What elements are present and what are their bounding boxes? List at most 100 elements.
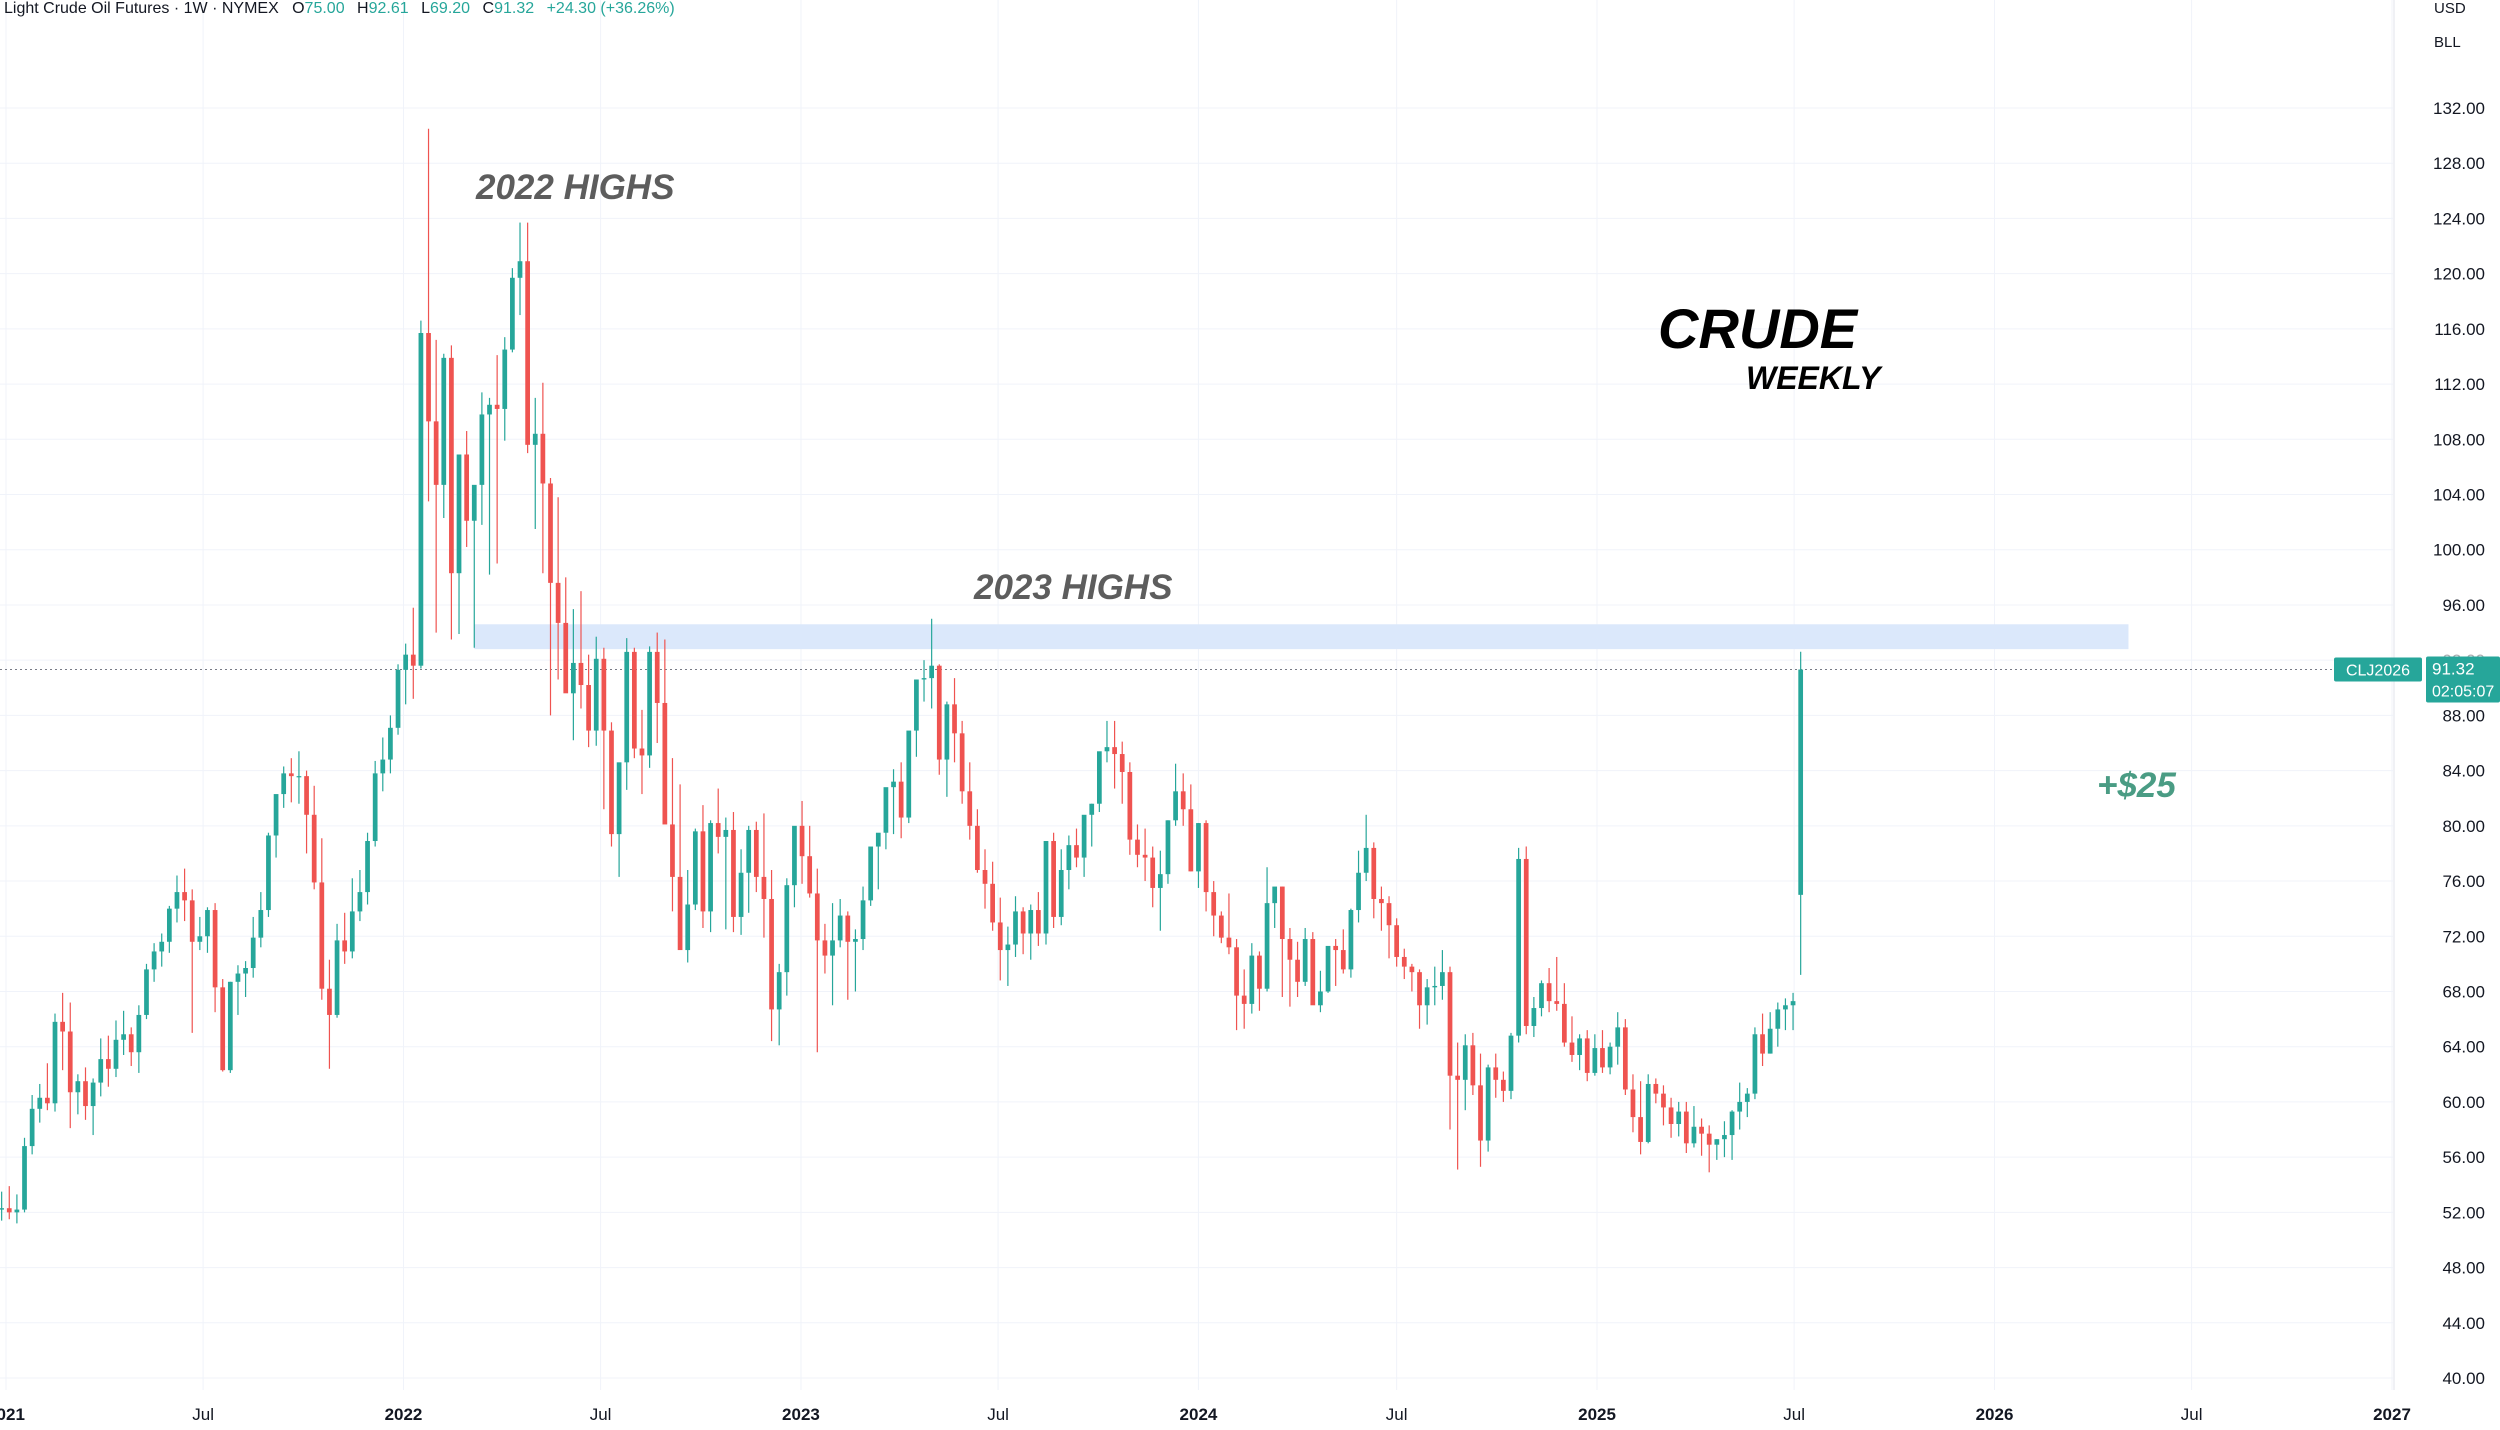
candle-body — [677, 876, 683, 951]
candle-body — [136, 1014, 142, 1053]
candle-body — [281, 773, 287, 795]
candle-body — [952, 704, 957, 734]
candle-body — [494, 404, 500, 409]
candle-body — [1729, 1111, 1735, 1136]
candle-body — [914, 679, 919, 731]
open-value: 75.00 — [304, 0, 345, 17]
candle-body — [1676, 1111, 1682, 1124]
candle-body — [45, 1097, 50, 1104]
candle-body — [1470, 1045, 1476, 1086]
candle-body — [29, 1108, 35, 1147]
candle-body — [388, 727, 393, 760]
candle-body — [342, 940, 348, 952]
candle-body — [106, 1059, 111, 1069]
candle-body — [441, 357, 447, 485]
candle-body — [799, 825, 805, 857]
candle-body — [1417, 972, 1422, 1006]
price-axis-ticks[interactable]: 132.00 128.00 124.00 120.00 116.00 112.00 108.… — [2433, 99, 2485, 1388]
bar-countdown-label: 02:05:07 — [2432, 684, 2494, 701]
candle-body — [1203, 823, 1209, 893]
candle-body — [708, 823, 713, 912]
candle-body — [1112, 747, 1117, 755]
candle-body — [37, 1097, 43, 1109]
symbol-description[interactable]: Light Crude Oil Futures · 1W · NYMEX — [4, 0, 279, 17]
candle-body — [174, 892, 180, 909]
candle-body — [1096, 751, 1102, 804]
candle-body — [761, 876, 767, 899]
candle-body — [1554, 1001, 1560, 1004]
last-price-label: 91.32 — [2432, 660, 2475, 679]
candle-body — [1287, 939, 1293, 960]
candle-body — [182, 892, 187, 901]
candle-body — [1478, 1085, 1483, 1141]
price-tick-label: 76.00 — [2442, 872, 2485, 891]
candle-body — [601, 658, 607, 731]
candle-body — [845, 915, 851, 942]
price-tick-label: 124.00 — [2433, 209, 2485, 228]
candle-body — [1447, 972, 1453, 1076]
unit-selector[interactable]: BLL — [2434, 34, 2461, 51]
candle-body — [837, 915, 843, 941]
candle-body — [1424, 987, 1430, 1006]
candle-body — [83, 1081, 88, 1107]
candle-body — [1706, 1133, 1712, 1145]
close-value: 91.32 — [494, 0, 535, 17]
candle-body — [456, 454, 462, 574]
price-tick-label: 100.00 — [2433, 541, 2485, 560]
high-value: 92.61 — [368, 0, 409, 17]
candle-body — [1790, 1001, 1796, 1006]
candle-body — [98, 1059, 104, 1083]
candle-body — [807, 856, 813, 894]
candlestick-series — [0, 128, 1804, 1224]
candle-body — [990, 883, 995, 923]
candle-body — [1508, 1035, 1514, 1091]
candle-body — [1135, 839, 1140, 855]
candle-body — [1226, 937, 1232, 948]
candle-body — [151, 951, 157, 970]
candle-body — [731, 829, 736, 917]
candle-body — [532, 433, 538, 445]
candle-body — [1409, 966, 1415, 973]
candle-body — [296, 776, 302, 778]
candle-body — [1325, 945, 1331, 992]
candle-body — [1577, 1038, 1582, 1055]
candle-body — [616, 762, 622, 835]
candle-body — [1196, 823, 1201, 872]
candle-body — [1340, 950, 1346, 970]
candle-body — [464, 454, 470, 521]
price-tick-label: 120.00 — [2433, 265, 2485, 284]
low-value: 69.20 — [430, 0, 471, 17]
candle-body — [1760, 1034, 1765, 1054]
time-axis-ticks[interactable]: 2021 Jul 2022 Jul 2023 Jul 2024 Jul 2025 Jul 2026 J… — [0, 1405, 2411, 1424]
currency-selector[interactable]: USD — [2434, 0, 2466, 17]
candle-body — [769, 898, 774, 1010]
candle-body — [1523, 858, 1529, 1026]
candle-body — [1081, 814, 1087, 858]
time-tick-label: 2021 — [0, 1405, 25, 1424]
candle-body — [723, 829, 729, 837]
time-tick-label: Jul — [192, 1405, 214, 1424]
candle-body — [822, 940, 828, 956]
price-tick-label: 48.00 — [2442, 1259, 2485, 1278]
candle-body — [197, 936, 203, 942]
candle-body — [1371, 847, 1377, 899]
candle-body — [1036, 910, 1041, 934]
candle-body — [639, 748, 645, 756]
candle-body — [967, 791, 973, 826]
ticker-label: CLJ2026 — [2346, 663, 2410, 680]
candle-body — [700, 831, 706, 912]
price-tick-label: 132.00 — [2433, 99, 2485, 118]
candle-body — [243, 968, 248, 974]
candle-body — [883, 787, 889, 833]
candle-body — [517, 261, 523, 278]
candle-body — [75, 1081, 81, 1093]
candle-body — [1173, 791, 1178, 821]
candle-body — [220, 987, 226, 1071]
candle-body — [853, 939, 858, 942]
candle-body — [647, 651, 652, 756]
candle-body — [1363, 847, 1369, 873]
candle-body — [212, 910, 218, 988]
candle-body — [875, 832, 881, 847]
candle-body — [502, 349, 508, 409]
candle-body — [1218, 915, 1224, 938]
